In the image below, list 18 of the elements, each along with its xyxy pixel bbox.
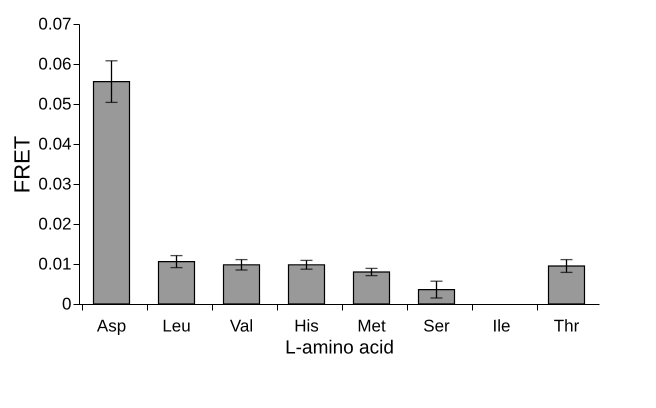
y-axis-title: FRET <box>9 136 34 194</box>
y-tick-label: 0.06 <box>38 54 72 74</box>
y-tick-label: 0.02 <box>38 214 72 234</box>
x-tick-label: His <box>294 316 319 336</box>
x-axis-title: L-amino acid <box>285 338 394 358</box>
y-tick-label: 0.01 <box>38 254 72 274</box>
x-tick-label: Met <box>357 316 386 336</box>
y-tick-label: 0.03 <box>38 174 72 194</box>
x-tick-label: Val <box>230 316 254 336</box>
y-tick-label: 0 <box>62 294 72 314</box>
x-tick-label: Leu <box>162 316 191 336</box>
y-tick-label: 0.04 <box>38 134 72 154</box>
y-tick-label: 0.05 <box>38 94 72 114</box>
y-tick-label: 0.07 <box>38 14 72 34</box>
x-tick-label: Ser <box>423 316 450 336</box>
x-tick-label: Thr <box>554 316 580 336</box>
x-tick-label: Ile <box>492 316 510 336</box>
x-tick-label: Asp <box>96 316 126 336</box>
